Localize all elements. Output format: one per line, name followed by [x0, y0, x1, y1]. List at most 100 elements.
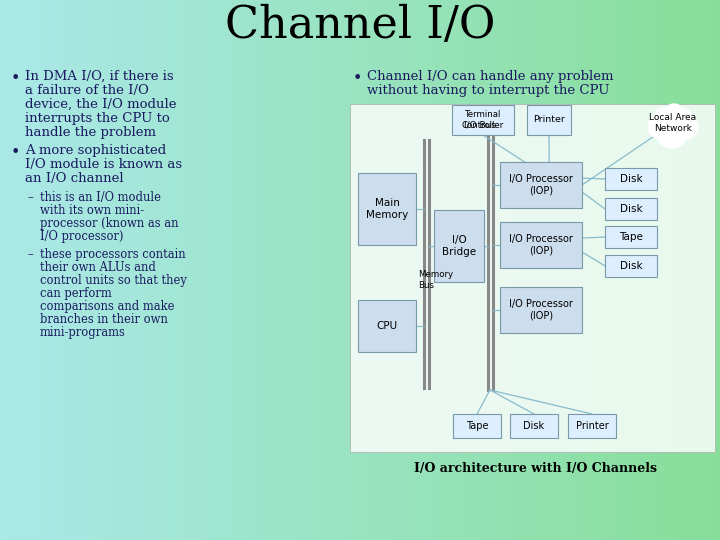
- Bar: [516, 0, 519, 540]
- Bar: [459, 0, 462, 540]
- Text: Channel I/O: Channel I/O: [225, 3, 495, 46]
- Bar: [401, 0, 404, 540]
- Bar: [81, 0, 85, 540]
- Bar: [513, 0, 517, 540]
- Bar: [372, 0, 375, 540]
- Bar: [252, 0, 256, 540]
- Bar: [405, 0, 409, 540]
- Bar: [120, 0, 123, 540]
- Bar: [45, 0, 49, 540]
- Bar: [110, 0, 114, 540]
- Bar: [338, 0, 342, 540]
- Text: a failure of the I/O: a failure of the I/O: [25, 84, 149, 97]
- Bar: [403, 0, 407, 540]
- Bar: [250, 0, 253, 540]
- Text: –: –: [28, 248, 34, 261]
- Text: I/O Processor
(IOP): I/O Processor (IOP): [509, 299, 573, 321]
- Bar: [598, 0, 601, 540]
- Bar: [693, 0, 697, 540]
- Bar: [477, 0, 481, 540]
- Bar: [533, 0, 536, 540]
- Text: interrupts the CPU to: interrupts the CPU to: [25, 112, 170, 125]
- Bar: [466, 0, 469, 540]
- Bar: [72, 0, 76, 540]
- Bar: [151, 0, 155, 540]
- Bar: [650, 0, 654, 540]
- Bar: [211, 0, 215, 540]
- Bar: [377, 0, 380, 540]
- Bar: [34, 0, 37, 540]
- Bar: [22, 0, 25, 540]
- Bar: [182, 0, 186, 540]
- Text: Channel I/O can handle any problem: Channel I/O can handle any problem: [367, 70, 613, 83]
- Bar: [500, 287, 582, 333]
- Bar: [89, 0, 92, 540]
- Text: Printer: Printer: [575, 421, 608, 431]
- Bar: [379, 0, 382, 540]
- Bar: [605, 0, 608, 540]
- Bar: [310, 0, 313, 540]
- Bar: [646, 0, 649, 540]
- Bar: [281, 0, 284, 540]
- Text: CPU: CPU: [377, 321, 397, 331]
- Bar: [199, 0, 202, 540]
- Bar: [67, 0, 71, 540]
- Bar: [163, 0, 166, 540]
- Bar: [504, 0, 508, 540]
- Text: A more sophisticated: A more sophisticated: [25, 144, 166, 157]
- Bar: [79, 0, 83, 540]
- Bar: [660, 0, 663, 540]
- Bar: [394, 0, 397, 540]
- Bar: [624, 0, 627, 540]
- Bar: [7, 0, 11, 540]
- Bar: [36, 0, 40, 540]
- Bar: [302, 0, 306, 540]
- Bar: [331, 0, 335, 540]
- Circle shape: [674, 115, 698, 139]
- Bar: [549, 0, 553, 540]
- Bar: [698, 0, 702, 540]
- Bar: [137, 0, 140, 540]
- Bar: [641, 0, 644, 540]
- Bar: [384, 0, 387, 540]
- Bar: [610, 0, 613, 540]
- Text: mini-programs: mini-programs: [40, 326, 126, 339]
- Bar: [189, 0, 193, 540]
- Bar: [91, 0, 94, 540]
- Bar: [125, 0, 128, 540]
- Bar: [518, 0, 522, 540]
- Bar: [144, 0, 148, 540]
- Bar: [420, 0, 423, 540]
- Bar: [60, 0, 63, 540]
- Bar: [398, 0, 402, 540]
- Bar: [358, 173, 416, 245]
- Text: Local Area
Network: Local Area Network: [649, 113, 696, 133]
- Bar: [432, 0, 436, 540]
- Bar: [65, 0, 68, 540]
- Bar: [341, 0, 344, 540]
- Bar: [24, 0, 27, 540]
- Bar: [295, 0, 299, 540]
- Bar: [245, 0, 248, 540]
- Bar: [261, 0, 265, 540]
- Bar: [274, 0, 277, 540]
- Bar: [187, 0, 191, 540]
- Bar: [657, 0, 661, 540]
- Bar: [636, 0, 639, 540]
- Bar: [27, 0, 30, 540]
- Bar: [367, 0, 371, 540]
- Bar: [468, 0, 472, 540]
- Bar: [490, 0, 493, 540]
- Text: with its own mini-: with its own mini-: [40, 204, 144, 217]
- Bar: [595, 0, 598, 540]
- Bar: [564, 0, 567, 540]
- Bar: [38, 0, 42, 540]
- Bar: [703, 0, 706, 540]
- Bar: [146, 0, 150, 540]
- Bar: [158, 0, 162, 540]
- Bar: [408, 0, 411, 540]
- Bar: [682, 0, 685, 540]
- Circle shape: [672, 108, 692, 128]
- Bar: [350, 104, 715, 452]
- Text: Tape: Tape: [466, 421, 488, 431]
